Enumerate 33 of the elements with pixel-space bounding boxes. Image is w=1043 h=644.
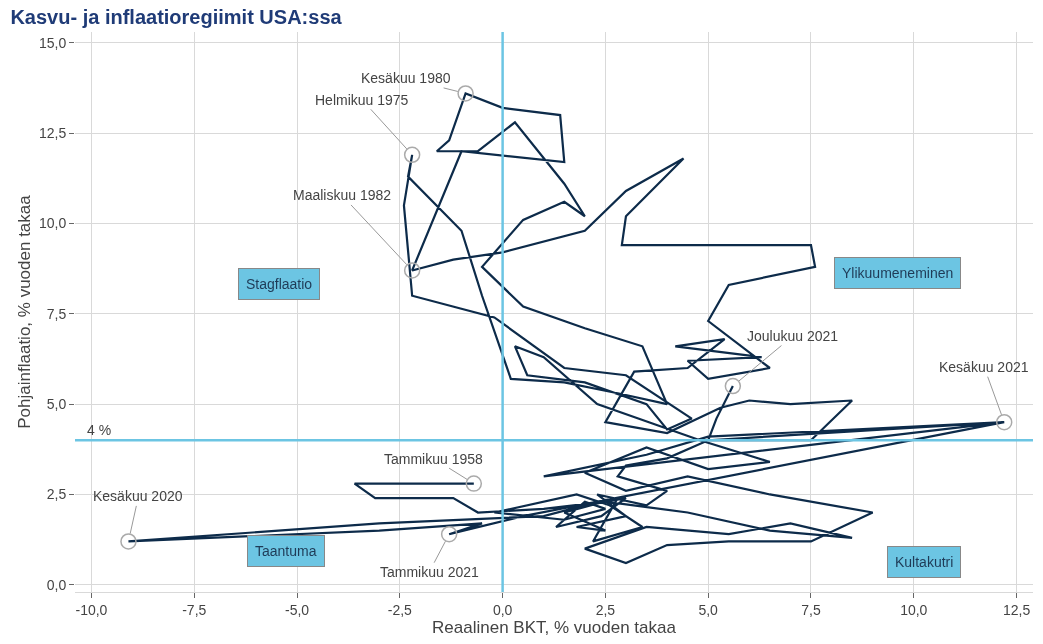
annotation: Kesäkuu 2021 xyxy=(939,359,1029,375)
chart-title: Kasvu- ja inflaatioregiimit USA:ssa xyxy=(10,5,343,28)
annotation: Kesäkuu 1980 xyxy=(361,70,451,86)
y-axis-title: Pohjainflaatio, % vuoden takaa xyxy=(14,194,34,429)
annotation: Taantuma xyxy=(255,543,317,559)
x-tick-label: 10,0 xyxy=(900,601,928,618)
x-tick-label: -5,0 xyxy=(284,601,310,618)
x-tick-label: 7,5 xyxy=(801,601,821,618)
y-tick-label: 10,0 xyxy=(38,215,67,232)
annotation: Kultakutri xyxy=(895,554,954,570)
y-tick-label: 5,0 xyxy=(46,396,67,413)
x-tick-label: -2,5 xyxy=(387,601,413,618)
y-tick-label: 2,5 xyxy=(46,486,67,503)
y-tick-label: 0,0 xyxy=(46,576,67,593)
y-tick-label: 15,0 xyxy=(38,34,67,51)
x-tick-label: 12,5 xyxy=(1002,601,1031,618)
annotation: Ylikuumeneminen xyxy=(842,265,954,281)
annotation: Joulukuu 2021 xyxy=(747,328,839,344)
annotation: Tammikuu 2021 xyxy=(380,564,480,580)
annotation: Tammikuu 1958 xyxy=(384,451,484,467)
annotation: Helmikuu 1975 xyxy=(315,92,409,108)
x-tick-label: -10,0 xyxy=(75,601,108,618)
annotation: Stagflaatio xyxy=(246,276,313,292)
ref-line-label: 4 % xyxy=(87,422,112,438)
x-tick-label: -7,5 xyxy=(182,601,207,618)
y-tick-label: 12,5 xyxy=(38,125,67,142)
x-tick-label: 2,5 xyxy=(595,601,616,618)
x-axis-title: Reaalinen BKT, % vuoden takaa xyxy=(432,618,677,638)
annotation: Kesäkuu 2020 xyxy=(93,488,183,504)
y-tick-label: 7,5 xyxy=(46,305,67,322)
x-tick-label: 5,0 xyxy=(698,601,719,618)
annotation: Maaliskuu 1982 xyxy=(293,187,392,203)
x-tick-label: 0,0 xyxy=(492,601,513,618)
